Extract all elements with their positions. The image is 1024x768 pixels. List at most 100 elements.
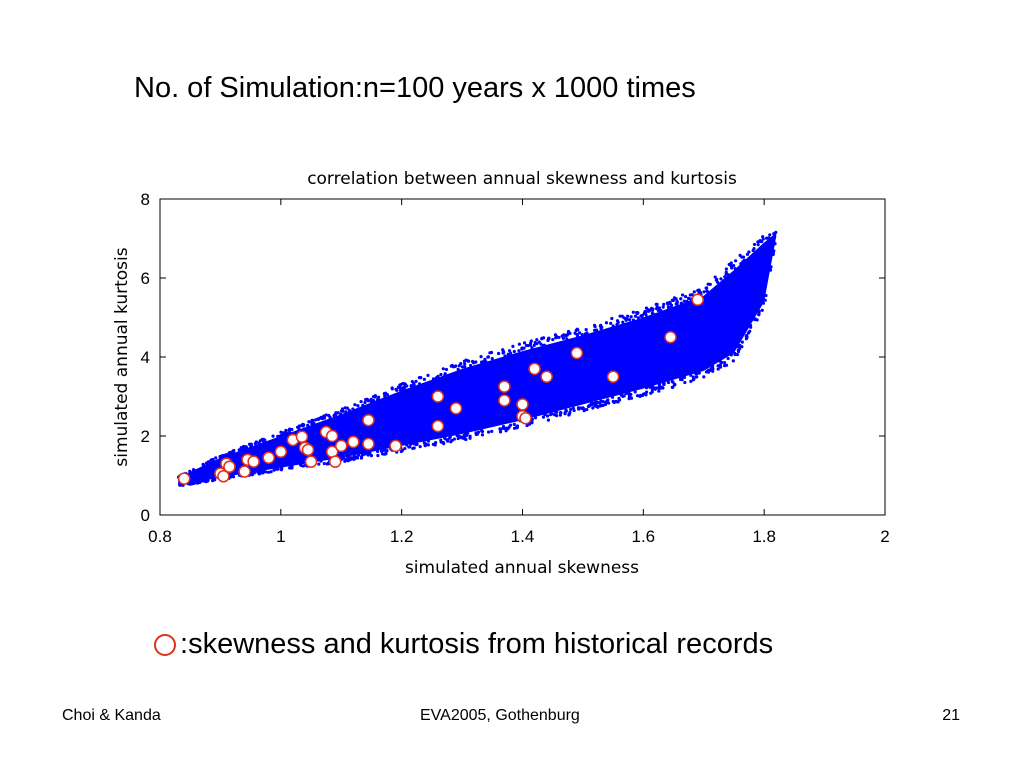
simulated-point	[533, 416, 538, 420]
simulated-point	[742, 258, 746, 262]
y-axis-label: simulated annual kurtosis	[112, 247, 132, 466]
simulated-point	[380, 452, 385, 456]
simulated-point	[692, 290, 696, 294]
simulated-point	[740, 340, 744, 344]
simulated-point	[271, 434, 275, 438]
simulated-point	[517, 349, 521, 353]
simulated-point	[618, 314, 622, 318]
simulated-point	[530, 421, 534, 425]
simulated-point	[356, 404, 360, 408]
simulated-point	[679, 297, 683, 301]
simulated-point	[529, 339, 533, 343]
simulated-point	[710, 364, 714, 368]
simulated-point	[711, 369, 715, 373]
simulated-point	[694, 375, 699, 379]
simulated-point	[210, 478, 215, 483]
simulated-point	[662, 302, 666, 306]
simulated-point	[661, 305, 665, 309]
simulated-point	[569, 407, 573, 412]
simulated-point	[749, 325, 753, 329]
simulated-point	[474, 360, 478, 364]
simulated-point	[352, 454, 356, 458]
simulated-point	[615, 400, 619, 404]
scatter-chart: correlation between annual skewness and …	[100, 150, 920, 590]
simulated-point	[260, 471, 265, 475]
simulated-point	[607, 401, 611, 405]
historical-point	[177, 472, 191, 485]
simulated-point	[580, 333, 584, 337]
simulated-point	[583, 332, 587, 336]
x-axis-label: simulated annual skewness	[405, 558, 639, 578]
simulated-point	[718, 363, 723, 367]
simulated-point	[375, 449, 380, 454]
simulated-point	[732, 264, 736, 268]
simulated-point	[739, 262, 743, 266]
simulated-point	[747, 250, 751, 254]
simulated-point	[517, 342, 521, 346]
simulated-point	[627, 392, 631, 396]
simulated-point	[502, 350, 506, 354]
x-tick-label: 1.6	[632, 527, 656, 546]
simulated-point	[347, 408, 351, 412]
simulated-point	[520, 347, 524, 351]
simulated-point	[249, 444, 254, 448]
simulated-point	[272, 468, 276, 472]
simulated-point	[422, 441, 426, 445]
simulated-point	[633, 390, 637, 394]
simulated-point	[244, 445, 248, 449]
simulated-point	[232, 448, 236, 453]
simulated-point	[572, 408, 576, 413]
simulated-point	[479, 354, 483, 359]
simulated-point	[756, 243, 760, 247]
simulated-point	[740, 255, 744, 259]
simulated-point	[209, 458, 213, 462]
simulated-point	[412, 442, 416, 446]
simulated-point	[276, 467, 280, 471]
simulated-point	[658, 386, 662, 390]
simulated-point	[434, 441, 438, 445]
simulated-point	[640, 393, 645, 398]
simulated-point	[457, 364, 461, 368]
simulated-point	[715, 280, 720, 284]
simulated-point	[372, 399, 376, 403]
historical-point	[217, 470, 230, 483]
simulated-point	[724, 267, 728, 271]
historical-point	[528, 362, 541, 376]
historical-point	[262, 451, 275, 464]
simulated-point	[480, 429, 484, 433]
simulated-point	[477, 430, 481, 434]
simulated-point	[695, 371, 699, 376]
historical-point	[431, 390, 445, 403]
simulated-point	[512, 349, 516, 354]
simulated-point	[733, 267, 737, 271]
simulated-point	[445, 438, 449, 442]
simulated-point	[671, 385, 675, 389]
simulated-point	[365, 397, 369, 401]
simulated-point	[328, 415, 332, 419]
simulated-point	[400, 387, 404, 391]
simulated-point	[744, 337, 748, 341]
historical-point	[664, 331, 677, 344]
y-tick-label: 8	[141, 190, 150, 209]
simulated-point	[745, 333, 749, 338]
simulated-point	[729, 353, 733, 357]
legend-colon: :	[180, 628, 189, 660]
simulated-point	[504, 429, 508, 433]
simulated-point	[668, 301, 672, 306]
simulated-point	[266, 470, 270, 474]
heading-suffix: n=100 years x 1000 times	[362, 72, 696, 104]
simulated-point	[322, 461, 326, 466]
historical-point	[570, 346, 584, 360]
simulated-point	[631, 310, 635, 314]
simulated-point	[771, 251, 775, 255]
simulated-point	[577, 331, 582, 335]
simulated-point	[644, 313, 648, 317]
simulated-point	[278, 434, 282, 438]
simulated-point	[369, 397, 373, 401]
simulated-point	[457, 434, 461, 439]
simulated-point	[596, 405, 600, 409]
historical-point	[362, 437, 375, 451]
simulated-point	[604, 321, 609, 325]
simulated-point	[688, 297, 692, 301]
simulated-point	[764, 293, 768, 298]
